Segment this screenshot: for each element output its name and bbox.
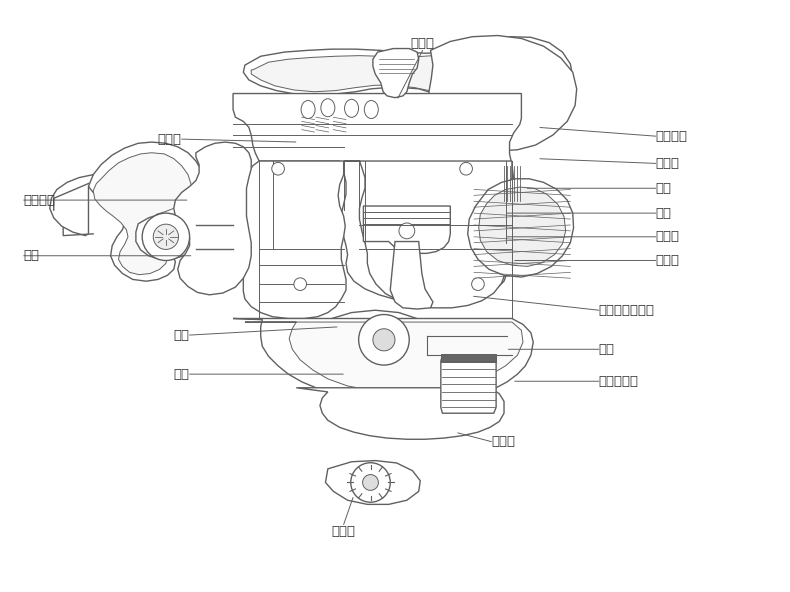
- Text: 空气滤: 空气滤: [656, 254, 679, 267]
- Polygon shape: [50, 175, 93, 236]
- Polygon shape: [136, 214, 196, 259]
- Text: 机油泵: 机油泵: [332, 525, 356, 538]
- Polygon shape: [390, 242, 433, 309]
- Circle shape: [472, 278, 484, 291]
- Polygon shape: [454, 40, 541, 110]
- Text: 油路: 油路: [599, 343, 615, 356]
- Polygon shape: [88, 142, 204, 281]
- Circle shape: [373, 329, 395, 351]
- Text: 机油滤清器: 机油滤清器: [599, 375, 639, 388]
- Circle shape: [272, 162, 284, 175]
- Polygon shape: [460, 37, 573, 127]
- Polygon shape: [328, 310, 438, 369]
- Circle shape: [359, 314, 409, 365]
- Polygon shape: [441, 354, 496, 362]
- Circle shape: [399, 223, 415, 239]
- Text: 喷油嘴: 喷油嘴: [411, 37, 435, 50]
- Text: 曲轴: 曲轴: [174, 368, 190, 381]
- Polygon shape: [233, 94, 521, 303]
- Circle shape: [142, 213, 190, 260]
- Polygon shape: [325, 461, 420, 504]
- Polygon shape: [363, 206, 450, 253]
- Polygon shape: [233, 318, 533, 400]
- Polygon shape: [429, 36, 577, 151]
- Text: 气门: 气门: [656, 182, 672, 195]
- Polygon shape: [373, 49, 419, 98]
- Text: 进气歧管: 进气歧管: [656, 130, 688, 143]
- Text: 排气支管: 排气支管: [24, 194, 56, 207]
- Text: 油底壳: 油底壳: [491, 435, 515, 448]
- Circle shape: [153, 224, 179, 249]
- Text: 水泵: 水泵: [24, 249, 40, 262]
- Polygon shape: [93, 153, 191, 275]
- Polygon shape: [243, 49, 525, 98]
- Polygon shape: [251, 56, 502, 93]
- Text: 节气门: 节气门: [656, 230, 679, 243]
- Text: 活塞: 活塞: [656, 207, 672, 220]
- Text: 连杆: 连杆: [174, 329, 190, 342]
- Polygon shape: [296, 388, 504, 439]
- Circle shape: [294, 278, 307, 291]
- Polygon shape: [441, 355, 496, 413]
- Text: 汽缸（燃烧室）: 汽缸（燃烧室）: [599, 304, 655, 317]
- Polygon shape: [243, 161, 346, 318]
- Circle shape: [351, 463, 390, 502]
- Circle shape: [363, 475, 378, 490]
- Polygon shape: [468, 179, 574, 277]
- Text: 进气道: 进气道: [656, 157, 679, 170]
- Ellipse shape: [321, 99, 335, 117]
- Polygon shape: [344, 161, 512, 308]
- Ellipse shape: [301, 101, 315, 118]
- Polygon shape: [174, 142, 251, 295]
- Text: 凸轮轴: 凸轮轴: [158, 133, 182, 146]
- Ellipse shape: [344, 99, 359, 117]
- Ellipse shape: [364, 101, 378, 118]
- Polygon shape: [479, 187, 566, 266]
- Polygon shape: [245, 322, 523, 391]
- Circle shape: [460, 162, 472, 175]
